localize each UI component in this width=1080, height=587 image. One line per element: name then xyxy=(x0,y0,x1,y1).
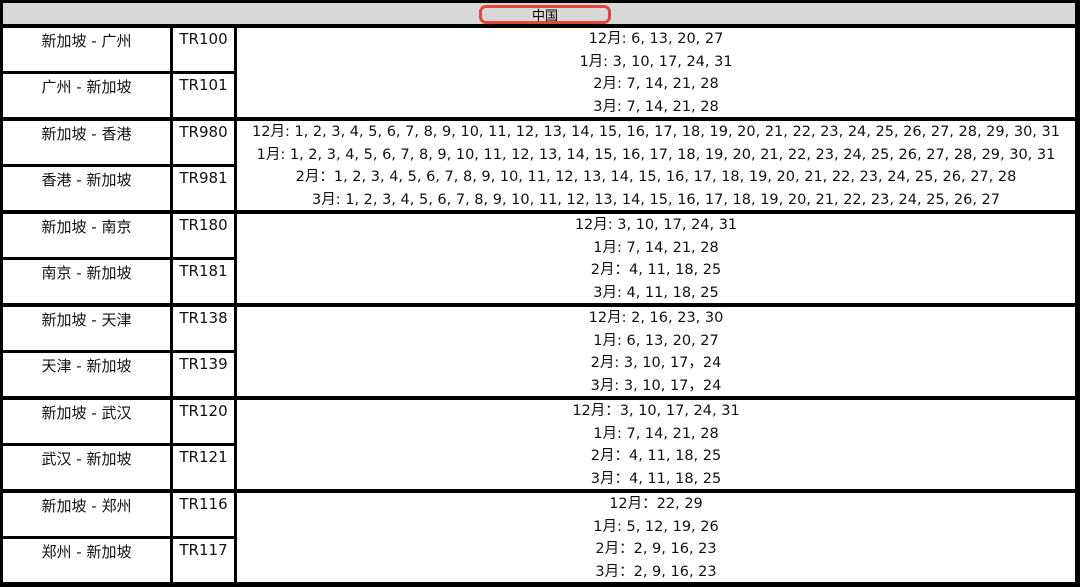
month-dates-line: 2月：4, 11, 18, 25 xyxy=(590,448,722,464)
route-cell: 天津 - 新加坡 xyxy=(3,353,170,396)
region-header: 中国 xyxy=(3,3,1075,24)
month-dates-line: 1月: 5, 12, 19, 26 xyxy=(593,518,719,535)
flight-code-cell: TR180 xyxy=(173,214,234,257)
region-title: 中国 xyxy=(479,5,611,24)
month-dates-line: 12月: 1, 2, 3, 4, 5, 6, 7, 8, 9, 10, 11, … xyxy=(252,124,1060,140)
flight-code-cell: TR139 xyxy=(173,353,234,396)
month-dates-line: 12月: 3, 10, 17, 24, 31 xyxy=(574,217,738,233)
route-cell: 新加坡 - 武汉 xyxy=(3,400,170,443)
month-dates-line: 2月: 3, 10, 17，24 xyxy=(590,355,722,371)
month-dates-line: 3月: 3, 10, 17，24 xyxy=(590,377,722,394)
route-cell: 武汉 - 新加坡 xyxy=(3,446,170,489)
month-dates-line: 1月: 7, 14, 21, 28 xyxy=(593,425,719,442)
month-dates-line: 1月: 1, 2, 3, 4, 5, 6, 7, 8, 9, 10, 11, 1… xyxy=(256,146,1056,163)
month-dates-line: 12月: 2, 16, 23, 30 xyxy=(588,310,724,326)
flight-code-cell: TR117 xyxy=(173,539,234,582)
flight-code-cell: TR101 xyxy=(173,74,234,117)
month-dates-line: 1月: 7, 14, 21, 28 xyxy=(593,239,719,256)
month-dates-line: 3月：4, 11, 18, 25 xyxy=(590,470,722,487)
month-dates-line: 3月：2, 9, 16, 23 xyxy=(595,563,717,580)
month-dates-line: 3月: 1, 2, 3, 4, 5, 6, 7, 8, 9, 10, 11, 1… xyxy=(311,191,1001,208)
flight-code-cell: TR100 xyxy=(173,28,234,71)
month-dates-line: 2月：2, 9, 16, 23 xyxy=(595,541,717,557)
month-dates-line: 2月：1, 2, 3, 4, 5, 6, 7, 8, 9, 10, 11, 12… xyxy=(295,169,1017,185)
flight-code-cell: TR138 xyxy=(173,307,234,350)
flight-code-cell: TR181 xyxy=(173,260,234,303)
schedule-dates-cell: 12月：22, 29 1月: 5, 12, 19, 26 2月：2, 9, 16, … xyxy=(237,493,1075,582)
route-cell: 郑州 - 新加坡 xyxy=(3,539,170,582)
schedule-dates-cell: 12月: 6, 13, 20, 27 1月: 3, 10, 17, 24, 31 2… xyxy=(237,28,1075,117)
route-cell: 新加坡 - 南京 xyxy=(3,214,170,257)
month-dates-line: 1月: 3, 10, 17, 24, 31 xyxy=(579,53,733,70)
route-cell: 新加坡 - 天津 xyxy=(3,307,170,350)
schedule-dates-cell: 12月：3, 10, 17, 24, 31 1月: 7, 14, 21, 28 2月… xyxy=(237,400,1075,489)
month-dates-line: 12月：22, 29 xyxy=(609,496,703,512)
month-dates-line: 1月: 6, 13, 20, 27 xyxy=(593,332,719,349)
flight-code-cell: TR120 xyxy=(173,400,234,443)
route-cell: 南京 - 新加坡 xyxy=(3,260,170,303)
route-cell: 香港 - 新加坡 xyxy=(3,167,170,210)
schedule-dates-cell: 12月: 2, 16, 23, 30 1月: 6, 13, 20, 27 2月: 3… xyxy=(237,307,1075,396)
route-cell: 新加坡 - 郑州 xyxy=(3,493,170,536)
month-dates-line: 3月: 4, 11, 18, 25 xyxy=(593,284,719,301)
month-dates-line: 3月: 7, 14, 21, 28 xyxy=(593,98,719,115)
schedule-dates-cell: 12月: 1, 2, 3, 4, 5, 6, 7, 8, 9, 10, 11, … xyxy=(237,121,1075,210)
route-cell: 新加坡 - 广州 xyxy=(3,28,170,71)
flight-code-cell: TR121 xyxy=(173,446,234,489)
flight-code-cell: TR980 xyxy=(173,121,234,164)
month-dates-line: 12月：3, 10, 17, 24, 31 xyxy=(572,403,740,419)
flight-code-cell: TR981 xyxy=(173,167,234,210)
route-cell: 新加坡 - 香港 xyxy=(3,121,170,164)
month-dates-line: 2月：4, 11, 18, 25 xyxy=(590,262,722,278)
route-cell: 广州 - 新加坡 xyxy=(3,74,170,117)
month-dates-line: 12月: 6, 13, 20, 27 xyxy=(588,31,724,47)
schedule-dates-cell: 12月: 3, 10, 17, 24, 31 1月: 7, 14, 21, 28 2… xyxy=(237,214,1075,303)
flight-code-cell: TR116 xyxy=(173,493,234,536)
month-dates-line: 2月: 7, 14, 21, 28 xyxy=(593,76,719,92)
